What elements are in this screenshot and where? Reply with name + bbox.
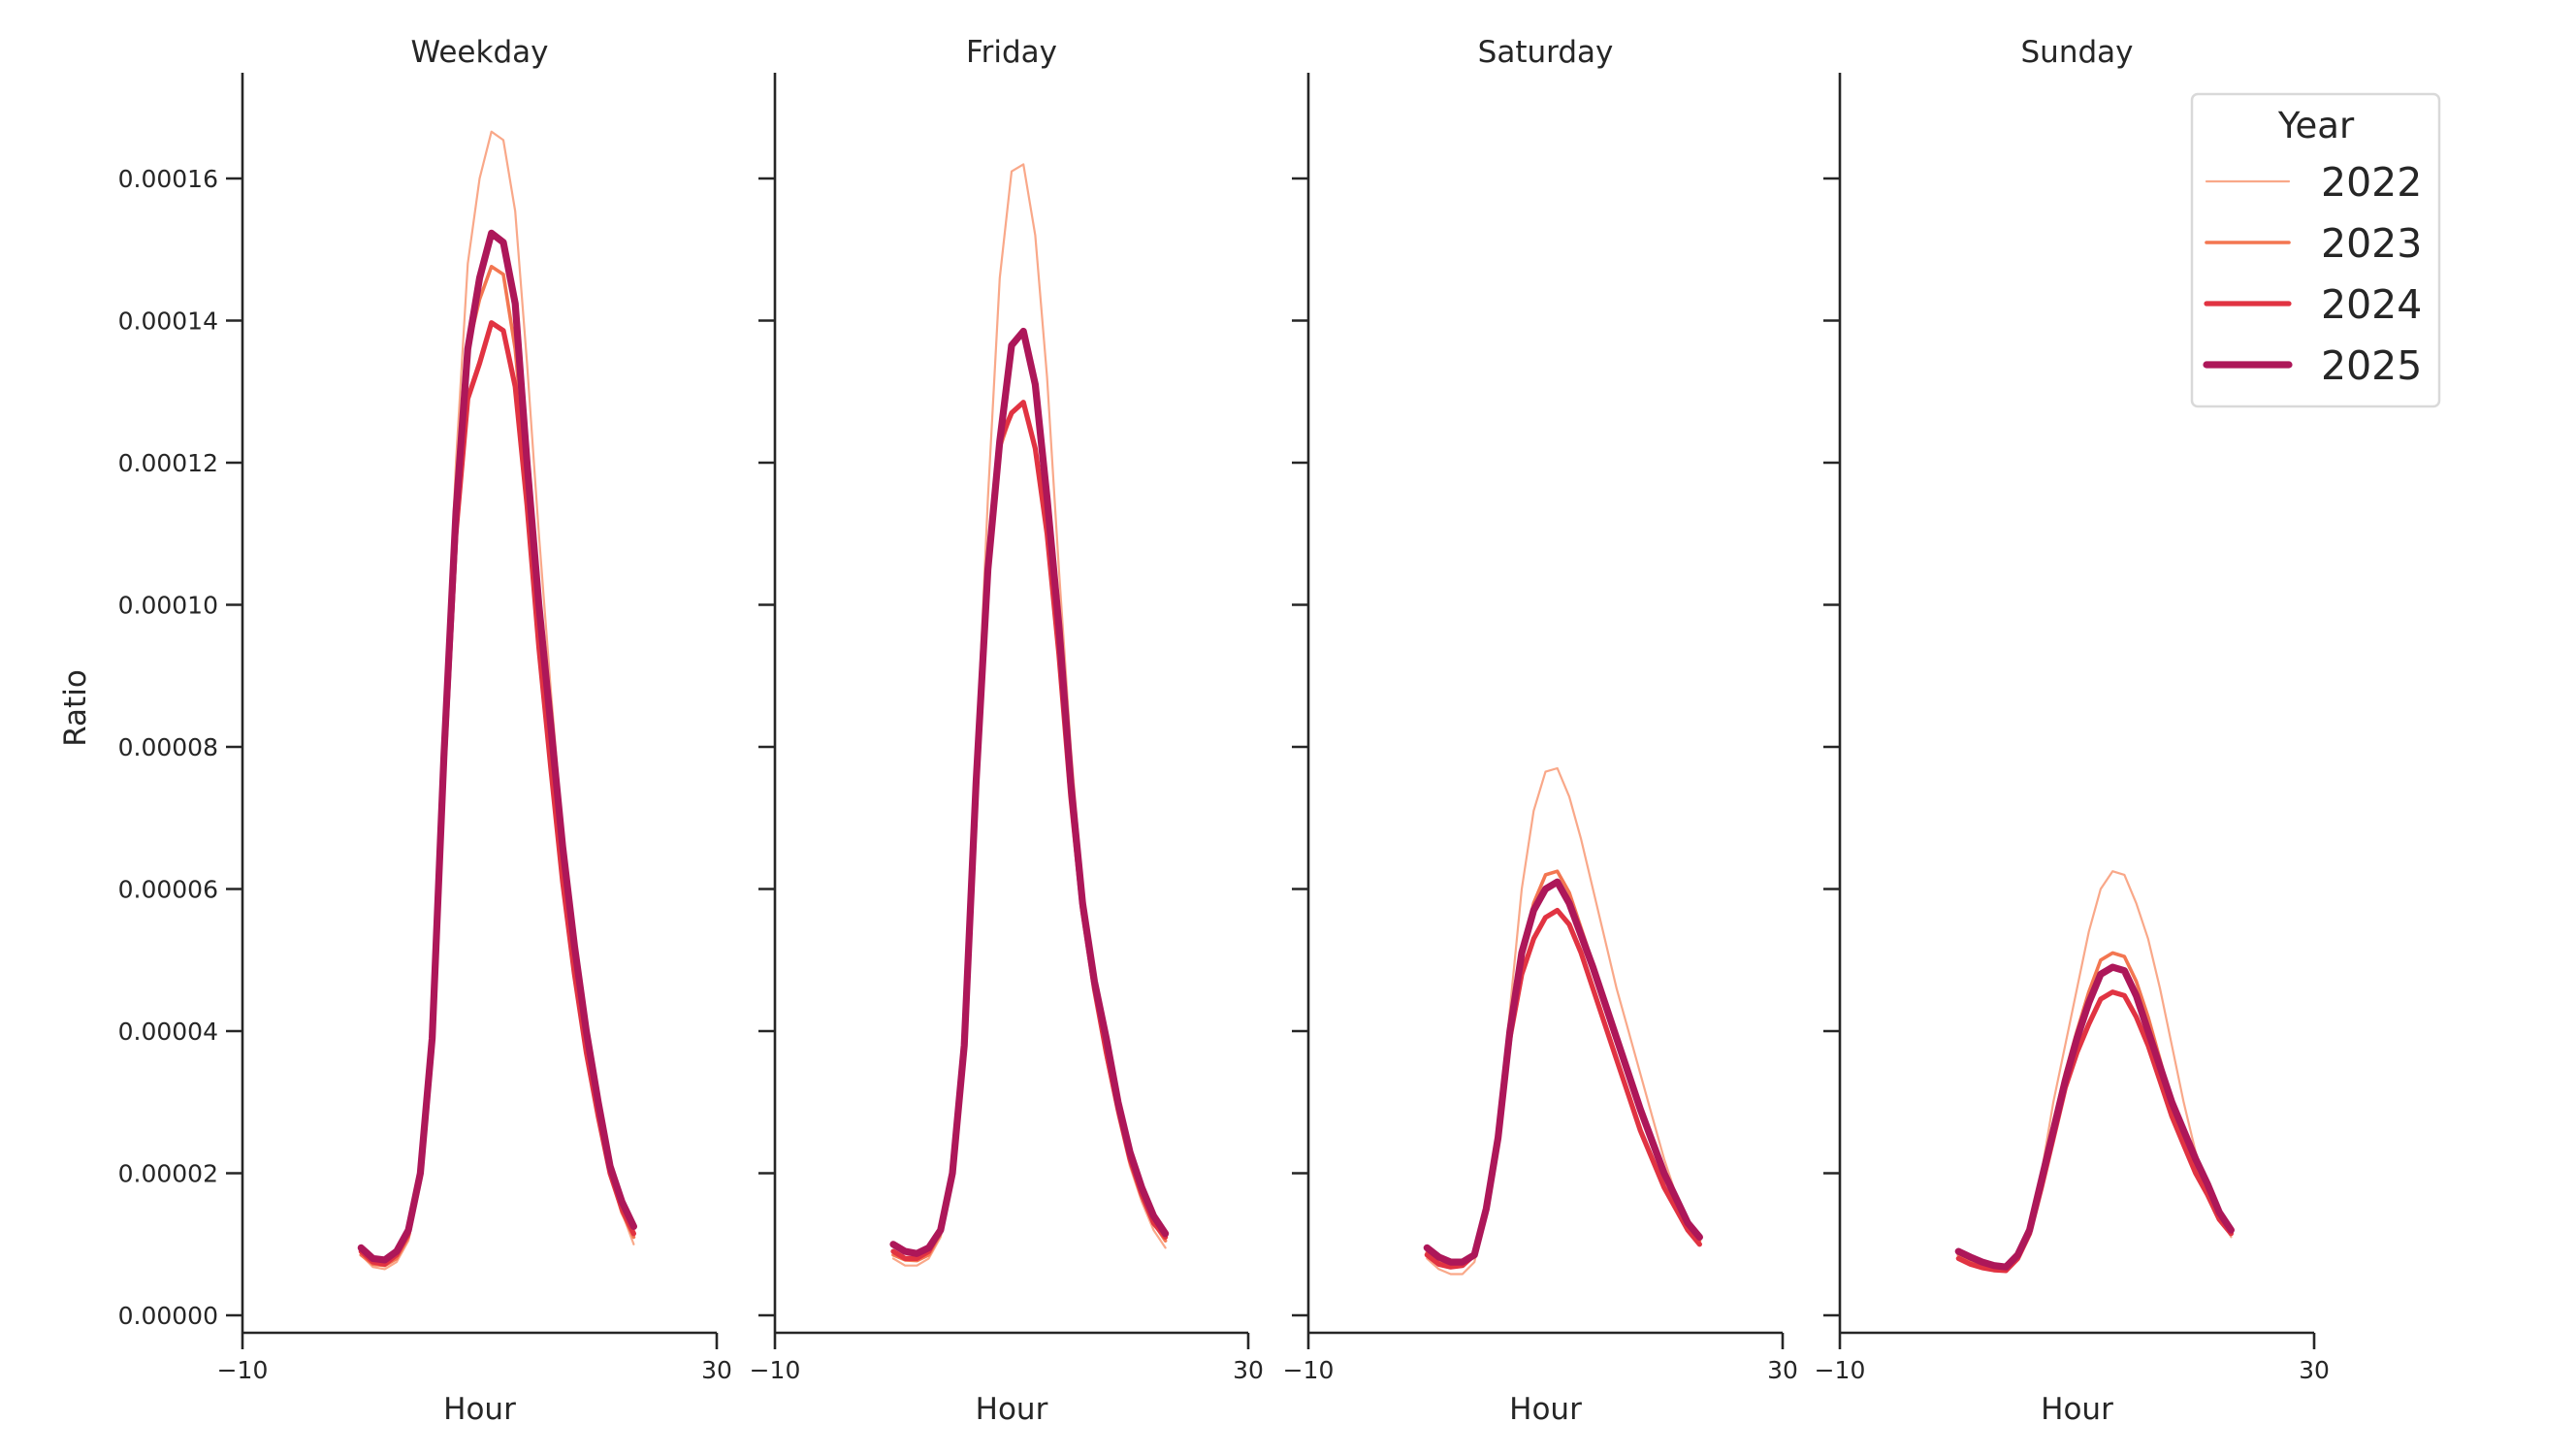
y-axis-label: Ratio (58, 669, 93, 747)
panel-weekday: Weekday 0.00000 0.00002 0.00004 0.00006 0.000… (118, 35, 732, 1427)
y-tick-label: 0.00014 (118, 307, 218, 336)
panel-title: Weekday (411, 35, 549, 70)
series-line-2025 (1423, 878, 1704, 1266)
x-tick-label: 30 (701, 1356, 732, 1384)
x-tick-label: −10 (1815, 1356, 1866, 1384)
panel-title: Friday (966, 35, 1057, 70)
series-line-2024 (358, 320, 637, 1267)
panel-friday: Friday −10 30 Hour (750, 35, 1264, 1427)
legend-entry-2023: 2023 (2205, 220, 2422, 267)
x-tick-label: 30 (1233, 1356, 1264, 1384)
series-line-2022 (1957, 870, 2233, 1273)
series-line-2023 (1956, 951, 2234, 1272)
x-tick-label: −10 (750, 1356, 801, 1384)
y-tick-label: 0.00004 (118, 1018, 218, 1046)
x-axis-label: Hour (976, 1392, 1048, 1427)
legend-entry-2024: 2024 (2204, 281, 2422, 328)
legend-label: 2022 (2321, 159, 2422, 206)
legend-entry-2025: 2025 (2203, 342, 2422, 389)
legend-frame (2190, 92, 2441, 408)
legend: Year 2022 2023 2024 2025 (2190, 92, 2441, 408)
legend-title: Year (2277, 105, 2355, 146)
panel-sunday: Sunday −10 30 Hour (1815, 35, 2330, 1427)
series-line-2023 (359, 264, 636, 1268)
legend-label: 2025 (2321, 342, 2422, 389)
y-tick-label: 0.00016 (118, 165, 218, 193)
legend-label: 2024 (2321, 281, 2422, 328)
series-line-2025 (889, 327, 1170, 1257)
panel-title: Saturday (1478, 35, 1614, 70)
facet-panels: Weekday 0.00000 0.00002 0.00004 0.00006 0.000… (118, 35, 2330, 1427)
legend-entries: 2022 2023 2024 2025 (2203, 159, 2422, 389)
y-tick-label: 0.00012 (118, 449, 218, 477)
series-line-2022 (891, 163, 1167, 1267)
legend-label: 2023 (2321, 220, 2422, 267)
y-tick-label: 0.00002 (118, 1160, 218, 1188)
x-axis-label: Hour (443, 1392, 516, 1427)
x-tick-label: −10 (217, 1356, 269, 1384)
series-line-2023 (1425, 869, 1702, 1268)
series-line-2025 (1954, 963, 2235, 1271)
x-axis-label: Hour (2041, 1392, 2113, 1427)
y-tick-label: 0.00008 (118, 733, 218, 761)
y-tick-label: 0.00010 (118, 592, 218, 620)
x-axis-label: Hour (1509, 1392, 1582, 1427)
panel-title: Sunday (2021, 35, 2134, 70)
legend-entry-2022: 2022 (2205, 159, 2422, 206)
x-tick-label: 30 (1767, 1356, 1798, 1384)
panel-saturday: Saturday −10 30 Hour (1283, 35, 1798, 1427)
series-line-2024 (1955, 989, 2234, 1274)
x-tick-label: 30 (2299, 1356, 2330, 1384)
y-tick-label: 0.00006 (118, 876, 218, 904)
x-tick-label: −10 (1283, 1356, 1335, 1384)
y-tick-label: 0.00000 (118, 1302, 218, 1330)
series-line-2024 (1424, 907, 1703, 1270)
series-line-2022 (1426, 766, 1701, 1276)
series-line-2025 (357, 229, 638, 1264)
